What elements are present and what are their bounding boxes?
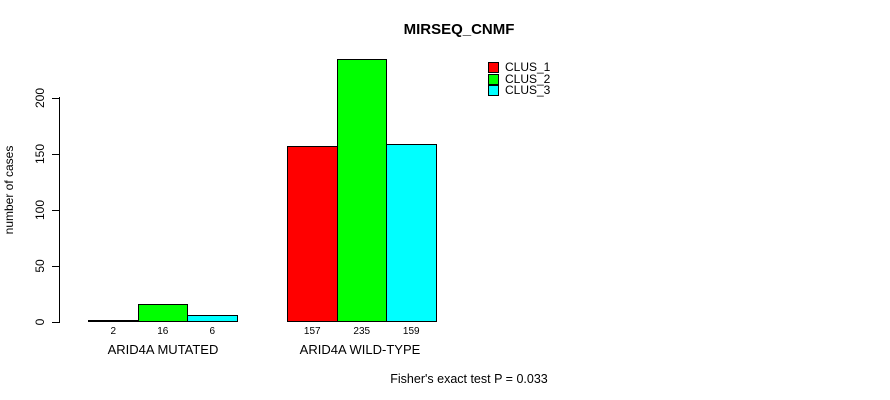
bar-clus1-wildtype: [287, 146, 338, 322]
bar-value-label: 159: [402, 326, 420, 337]
y-axis-line: [59, 97, 60, 323]
legend-item-clus3: CLUS_3: [488, 83, 551, 98]
bar-value-label: 6: [209, 326, 216, 337]
legend-swatch-clus1: [488, 62, 499, 74]
y-tick: [52, 154, 59, 155]
y-tick: [52, 266, 59, 267]
legend-item-clus1: CLUS_1: [488, 60, 551, 74]
legend-label-clus1: CLUS_1: [505, 60, 551, 74]
group-label-wildtype: ARID4A WILD-TYPE: [299, 342, 421, 357]
legend-item-clus2: CLUS_2: [488, 71, 551, 86]
bar-value-label: 157: [303, 326, 321, 337]
y-tick-label: 200: [33, 87, 47, 109]
bar-value-label: 235: [353, 326, 371, 337]
footer-note: Fisher's exact test P = 0.033: [390, 372, 548, 386]
y-tick: [52, 322, 59, 323]
y-tick: [52, 210, 59, 211]
chart-title: MIRSEQ_CNMF: [403, 21, 515, 38]
legend-swatch-clus2: [488, 73, 499, 85]
bar-clus3-mutated: [187, 315, 238, 322]
legend-swatch-clus3: [488, 85, 499, 97]
legend-label-clus3: CLUS_3: [505, 83, 551, 98]
bar-clus2-wildtype: [336, 58, 387, 322]
legend: CLUS_1 CLUS_2 CLUS_3: [488, 60, 551, 98]
y-axis-label: number of cases: [2, 145, 16, 235]
bar-clus1-mutated: [88, 319, 139, 322]
bar-value-label: 16: [157, 326, 169, 337]
bar-clus3-wildtype: [386, 143, 437, 322]
bar-clus2-mutated: [137, 304, 188, 322]
legend-label-clus2: CLUS_2: [505, 71, 551, 86]
bar-value-label: 2: [110, 326, 117, 337]
group-label-mutated: ARID4A MUTATED: [107, 342, 219, 357]
y-tick-label: 0: [33, 318, 47, 326]
y-tick-label: 150: [33, 143, 47, 165]
y-tick-label: 50: [33, 259, 47, 273]
y-tick: [52, 98, 59, 99]
y-tick-label: 100: [33, 199, 47, 221]
